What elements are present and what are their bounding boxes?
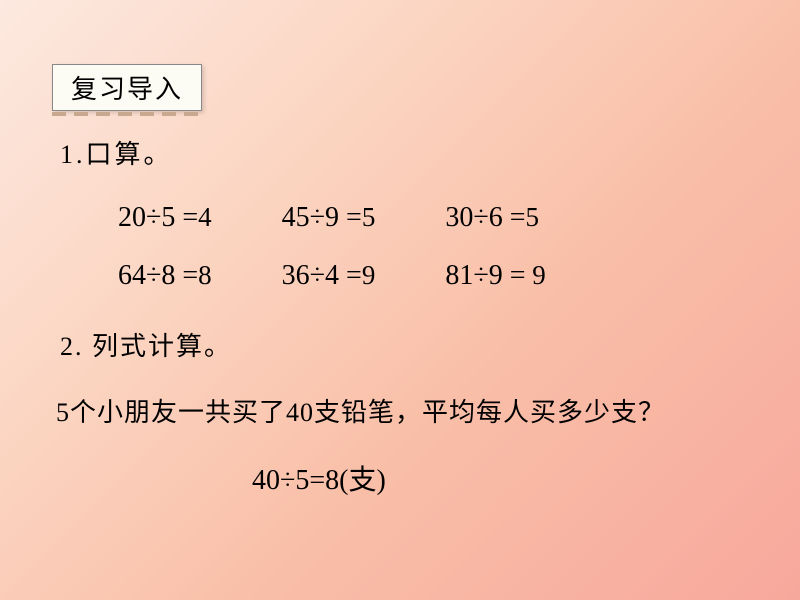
equation-1: 20÷5 =4 [118, 202, 212, 234]
problem-num2: 40 [286, 398, 314, 427]
section2-title: 2. 列式计算。 [60, 326, 232, 363]
header-box: 复习导入 [52, 64, 202, 111]
equation-6: 81÷9 = 9 [445, 260, 545, 292]
eq-rhs: 8 [198, 260, 212, 290]
eq-lhs: 36÷4 = [282, 260, 362, 291]
eq-lhs: 20÷5 = [118, 202, 198, 233]
word-problem: 5个小朋友一共买了40支铅笔，平均每人买多少支？ [56, 392, 665, 429]
problem-text1: 个小朋友一共买了 [70, 398, 286, 427]
eq-lhs: 45÷9 = [282, 202, 362, 233]
header-title: 复习导入 [71, 75, 183, 104]
eq-rhs: 5 [362, 202, 376, 232]
eq-rhs: 4 [198, 202, 212, 232]
eq-rhs: 5 [526, 202, 540, 232]
eq-lhs: 30÷6 = [445, 202, 525, 233]
answer-equation: 40÷5=8(支) [252, 458, 386, 498]
eq-rhs: 9 [362, 260, 376, 290]
answer-lhs: 40÷5= [252, 465, 325, 496]
eq-lhs: 64÷8 = [118, 260, 198, 291]
equation-4: 64÷8 =8 [118, 260, 212, 292]
eq-rhs: 9 [526, 260, 546, 290]
equations-row-1: 20÷5 =4 45÷9 =5 30÷6 =5 [118, 202, 539, 234]
problem-num1: 5 [56, 398, 70, 427]
answer-unit: (支) [339, 465, 386, 496]
equation-2: 45÷9 =5 [282, 202, 376, 234]
answer-rhs: 8 [325, 465, 339, 496]
eq-lhs: 81÷9 = [445, 260, 525, 291]
section1-title: 1.口算。 [60, 134, 173, 171]
header-underline [52, 112, 198, 116]
problem-text2: 支铅笔，平均每人买多少支？ [314, 398, 665, 427]
equation-5: 36÷4 =9 [282, 260, 376, 292]
equations-row-2: 64÷8 =8 36÷4 =9 81÷9 = 9 [118, 260, 546, 292]
equation-3: 30÷6 =5 [445, 202, 539, 234]
